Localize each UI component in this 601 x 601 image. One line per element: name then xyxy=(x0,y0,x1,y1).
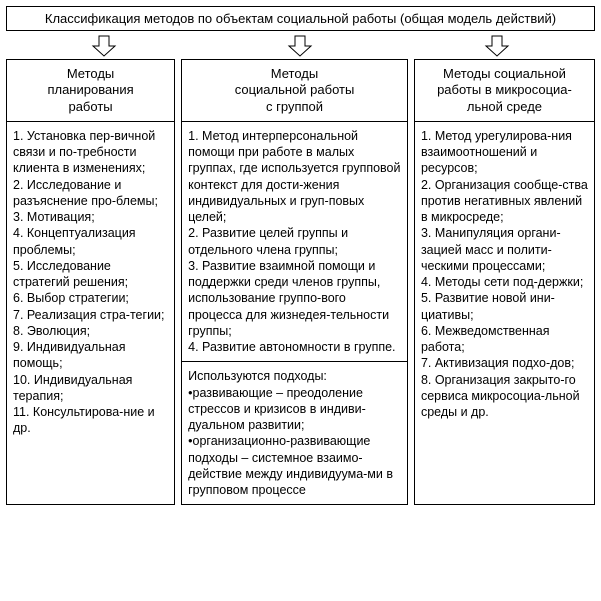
sub-bullet: •организационно-развивающие подходы – си… xyxy=(188,433,401,498)
list-item: 1. Метод урегулирова-ния взаимоотношений… xyxy=(421,128,588,177)
list-item: 8. Эволюция; xyxy=(13,323,168,339)
list-item: 6. Межведомственная работа; xyxy=(421,323,588,356)
column-body: 1. Установка пер-вичной связи и по-требн… xyxy=(7,122,174,443)
list-item: 8. Организация закрыто-го сервиса микрос… xyxy=(421,372,588,421)
list-item: 5. Развитие новой ини-циативы; xyxy=(421,290,588,323)
list-item: 2. Организация сообще-ства против негати… xyxy=(421,177,588,226)
list-item: 7. Реализация стра-тегии; xyxy=(13,307,168,323)
list-item: 7. Активизация подхо-дов; xyxy=(421,355,588,371)
list-item: 4. Развитие автономности в группе. xyxy=(188,339,401,355)
diagram-title: Классификация методов по объектам социал… xyxy=(6,6,595,31)
list-item: 3. Развитие взаимной помощи и поддержки … xyxy=(188,258,401,339)
list-item: 5. Исследование стратегий решения; xyxy=(13,258,168,291)
column-group-work: Методысоциальной работыс группой 1. Мето… xyxy=(181,59,408,505)
list-item: 2. Развитие целей группы и отдельного чл… xyxy=(188,225,401,258)
column-microsocial: Методы социальнойработы в микросоциа-льн… xyxy=(414,59,595,505)
column-planning: Методыпланированияработы 1. Установка пе… xyxy=(6,59,175,505)
column-body: 1. Метод интерперсональной помощи при ра… xyxy=(182,122,407,362)
arrow-down-icon xyxy=(286,34,314,58)
list-item: 9. Индивидуальная помощь; xyxy=(13,339,168,372)
columns-container: Методыпланированияработы 1. Установка пе… xyxy=(6,59,595,505)
list-item: 3. Манипуляция органи-зацией масс и поли… xyxy=(421,225,588,274)
arrow-down-icon xyxy=(483,34,511,58)
list-item: 6. Выбор стратегии; xyxy=(13,290,168,306)
arrows-row xyxy=(6,33,595,59)
column-header: Методы социальнойработы в микросоциа-льн… xyxy=(415,60,594,122)
arrow-down-icon xyxy=(90,34,118,58)
sub-bullet: •развивающие – преодоление стрессов и кр… xyxy=(188,385,401,434)
list-item: 11. Консультирова-ние и др. xyxy=(13,404,168,437)
column-header: Методысоциальной работыс группой xyxy=(182,60,407,122)
list-item: 1. Метод интерперсональной помощи при ра… xyxy=(188,128,401,226)
list-item: 4. Методы сети под-держки; xyxy=(421,274,588,290)
list-item: 10. Индивидуальная терапия; xyxy=(13,372,168,405)
list-item: 2. Исследование и разъяснение про-блемы; xyxy=(13,177,168,210)
sub-lead: Используются подходы: xyxy=(188,368,401,384)
column-body: 1. Метод урегулирова-ния взаимоотношений… xyxy=(415,122,594,427)
column-sub: Используются подходы:•развивающие – прео… xyxy=(182,361,407,504)
list-item: 4. Концептуализация проблемы; xyxy=(13,225,168,258)
list-item: 3. Мотивация; xyxy=(13,209,168,225)
column-header: Методыпланированияработы xyxy=(7,60,174,122)
list-item: 1. Установка пер-вичной связи и по-требн… xyxy=(13,128,168,177)
